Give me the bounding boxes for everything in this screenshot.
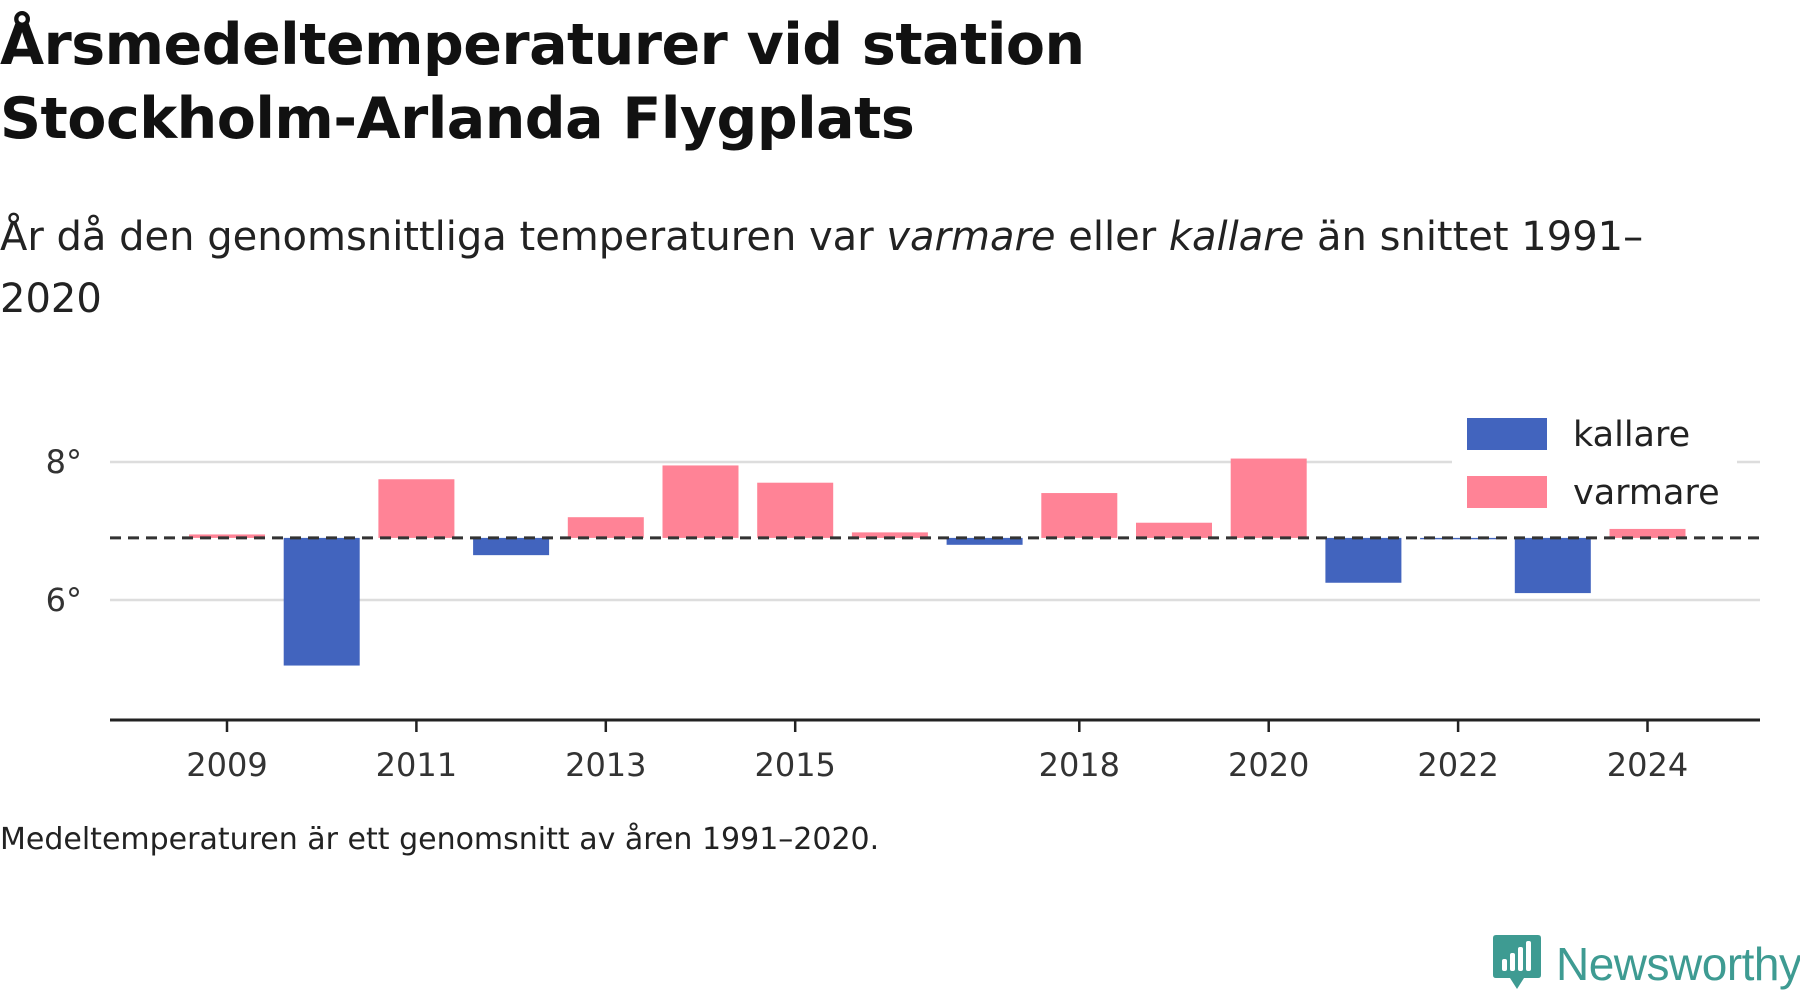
- bar-2019: [1136, 522, 1212, 538]
- bar-chart-badge-icon: [1492, 933, 1542, 995]
- legend: kallare varmare: [1452, 410, 1737, 528]
- chart-subtitle: År då den genomsnittliga temperaturen va…: [0, 206, 1700, 330]
- chart-title: Årsmedeltemperaturer vid station Stockho…: [0, 12, 1085, 152]
- bar-2020: [1230, 458, 1307, 538]
- legend-swatch-varmare: [1467, 476, 1547, 508]
- bar-2018: [1041, 493, 1118, 538]
- subtitle-emph-varmare: varmare: [886, 214, 1056, 260]
- temperature-bar-chart: 6° 8° 2009 2011 2013 2015 2018 2020 2022 2024 ka…: [46, 410, 1760, 784]
- subtitle-part1: År då den genomsnittliga temperaturen va…: [0, 214, 887, 260]
- y-tick-label-8: 8°: [46, 443, 82, 481]
- legend-label-kallare: kallare: [1573, 415, 1690, 455]
- y-tick-label-6: 6°: [46, 581, 82, 619]
- subtitle-emph-kallare: kallare: [1168, 214, 1305, 260]
- bar-2024: [1609, 528, 1686, 538]
- bar-2022: [1420, 537, 1497, 540]
- bar-2015: [757, 482, 834, 538]
- bar-2016: [851, 532, 928, 538]
- bars-layer: [189, 458, 1686, 666]
- bar-2009: [189, 534, 265, 538]
- x-tick-label-2011: 2011: [376, 746, 457, 784]
- legend-swatch-kallare: [1467, 418, 1547, 450]
- subtitle-part3: än snittet 1991–2020: [0, 214, 1644, 322]
- x-tick-label-2013: 2013: [565, 746, 646, 784]
- x-tick-label-2018: 2018: [1039, 746, 1120, 784]
- bar-2010: [283, 537, 360, 666]
- brand-logo: Newsworthy: [1492, 934, 1800, 994]
- x-tick-label-2024: 2024: [1607, 746, 1688, 784]
- x-tick-label-2009: 2009: [186, 746, 267, 784]
- x-tick-label-2015: 2015: [754, 746, 835, 784]
- bar-2021: [1325, 537, 1402, 583]
- legend-label-varmare: varmare: [1573, 473, 1720, 513]
- footnote: Medeltemperaturen är ett genomsnitt av å…: [0, 822, 880, 857]
- axis-layer: 2009 2011 2013 2015 2018 2020 2022 2024: [110, 536, 1760, 784]
- bar-2011: [378, 479, 455, 538]
- bar-2023: [1514, 537, 1591, 594]
- x-tick-label-2020: 2020: [1228, 746, 1309, 784]
- bar-2013: [567, 517, 644, 538]
- bar-2012: [473, 537, 550, 556]
- brand-name: Newsworthy: [1556, 938, 1800, 990]
- bar-2014: [662, 465, 739, 538]
- x-tick-label-2022: 2022: [1417, 746, 1498, 784]
- bar-2017: [946, 537, 1023, 545]
- subtitle-part2: eller: [1055, 214, 1169, 260]
